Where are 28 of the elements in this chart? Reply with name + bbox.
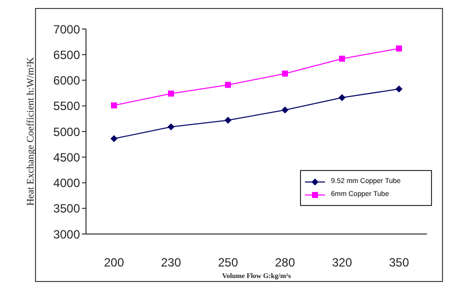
x-tick-label: 350 xyxy=(388,256,410,270)
y-tick-label: 6000 xyxy=(53,74,80,88)
y-tick-label: 7000 xyxy=(53,22,80,36)
y-tick-label: 5000 xyxy=(53,124,80,139)
x-tick-label: 230 xyxy=(160,256,182,270)
y-tick-label: 3500 xyxy=(53,202,80,216)
point xyxy=(111,102,117,108)
point xyxy=(168,90,174,97)
point xyxy=(396,45,402,52)
point xyxy=(396,85,402,92)
point xyxy=(168,123,174,130)
point xyxy=(282,70,288,77)
y-axis-title: Heat Exchange Coefficient h:W/m²K xyxy=(26,56,37,206)
y-tick-label: 4500 xyxy=(53,150,80,164)
y-tick-label: 4000 xyxy=(53,176,80,190)
x-tick-label: 250 xyxy=(218,256,238,270)
point xyxy=(339,56,345,62)
x-tick-label: 280 xyxy=(274,256,296,270)
point xyxy=(224,116,232,124)
point xyxy=(338,94,346,102)
point xyxy=(225,82,231,88)
y-tick-label: 6500 xyxy=(53,48,80,62)
point xyxy=(110,135,118,142)
x-tick-label: 200 xyxy=(104,256,124,270)
y-tick-label: 5500 xyxy=(53,99,80,114)
y-tick-label: 3000 xyxy=(53,227,80,242)
x-tick-label: 320 xyxy=(332,256,352,270)
point xyxy=(282,106,288,114)
